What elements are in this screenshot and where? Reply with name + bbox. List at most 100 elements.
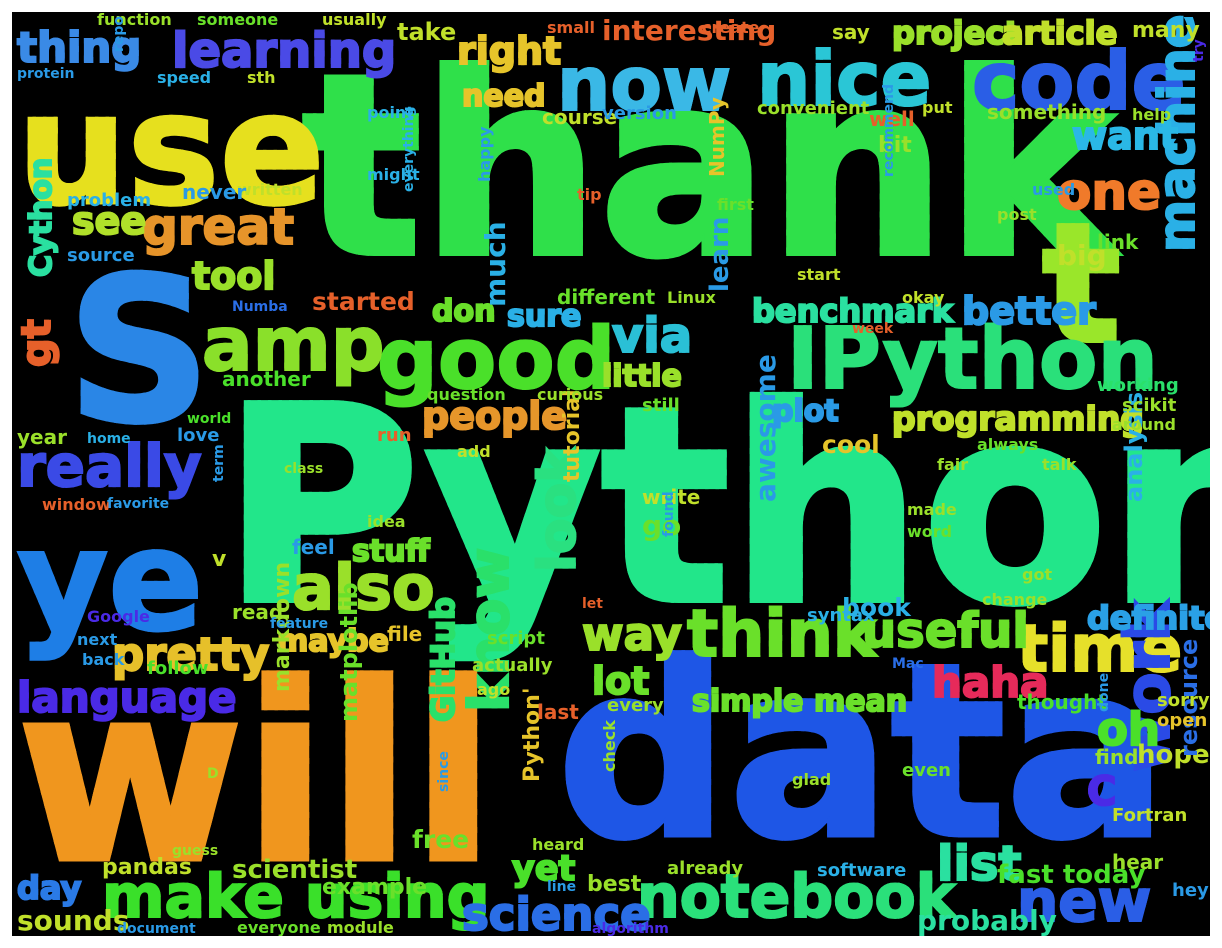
word-pandas: pandas [102,855,192,880]
word-open: open [1157,710,1208,731]
word-need: need [461,79,547,114]
word-sounds: sounds [17,904,130,936]
word-book: book [842,593,911,622]
word-d: D [207,766,219,782]
word-time: time [1016,612,1183,687]
word-free: free [412,825,470,854]
word-hear: hear [1112,850,1164,874]
word-little: little [601,359,683,394]
word-plot: plot [771,394,840,429]
word-matplotlib: matplotlib [335,582,363,722]
word-benchmark: benchmark [751,292,954,330]
word-word: word [907,522,953,541]
word-oh: oh [1096,703,1161,756]
word-create: create [702,18,760,37]
word-something: something [987,100,1107,124]
word-since: since [436,751,452,792]
word-script: script [487,628,545,649]
word-found: found [661,491,677,537]
word-working: working [1097,375,1179,396]
word-protein: protein [17,66,75,82]
word-module: module [327,918,394,936]
word-back: back [82,650,125,669]
word-github: GitHub [423,596,463,723]
word-code: code [971,35,1187,128]
word-good: good [376,310,616,409]
word-class: class [284,461,324,477]
word-add: add [457,442,491,461]
word-algorithm: algorithm [592,921,669,936]
word-sorry: sorry [1157,690,1210,711]
word-cool: cool [822,430,880,459]
word-via: via [611,308,693,364]
word-simple-mean: simple mean [691,684,908,719]
word-take: take [397,18,457,46]
word-useful: useful [861,603,1030,659]
word-link: link [1097,230,1139,254]
word-problem: problem [67,190,152,211]
word-probably: probably [917,904,1057,936]
word-favorite: favorite [107,496,170,512]
word-many: many [1132,18,1200,43]
word-definitely: definitely [1086,601,1210,635]
word-help: help [1132,105,1172,124]
word-new: new [1016,867,1152,935]
word-everyone: everyone [237,918,321,936]
word-got: got [1022,565,1053,584]
word-week: week [852,321,894,337]
word-software: software [817,860,907,881]
word-maybe: maybe [276,624,390,659]
word-t: t [1040,188,1123,380]
word-year: year [17,425,67,449]
word-thought: thought [1017,690,1107,714]
word-really: really [16,432,203,500]
word-last: last [537,700,579,724]
word-say: say [832,20,870,44]
word-use: use [16,59,327,240]
word-love: love [177,425,220,446]
word-big: big [1057,239,1107,272]
word-scientist: scientist [232,855,358,885]
word-one: one [1056,163,1162,221]
word-guess: guess [172,843,219,859]
word-small: small [547,18,595,37]
word-awesome: awesome [749,354,782,502]
word-repo: repo [111,15,127,52]
word-another: another [222,367,311,391]
word-change: change [982,590,1048,609]
word-world: world [187,411,232,427]
word-window: window [42,495,111,514]
word-stuff: stuff [351,534,431,569]
word-day: day [16,869,82,907]
word-data: data [554,612,1169,892]
word-different: different [557,285,656,309]
word-make-using: make using [101,862,491,932]
word-yet: yet [511,849,576,889]
word-talk: talk [1042,455,1077,474]
word-sure: sure [506,299,582,334]
word-best: best [587,872,642,897]
word-tool: tool [191,254,276,298]
word-home: home [87,431,131,447]
word-around: around [1112,415,1176,434]
word-run: run [377,425,412,446]
word-bit: bit [878,133,912,158]
word-numpy: NumPy [705,97,729,177]
word-find: find [1095,745,1139,769]
word-also: also [291,551,436,624]
word-interesting: interesting [602,14,777,47]
word-function: function [97,12,172,29]
word-fair: fair [937,455,969,474]
word-see: see [71,199,147,243]
word-notebook: notebook [636,862,957,932]
word-heard: heard [532,835,585,854]
word-happy: happy [475,126,494,182]
word-curious: curious [537,385,604,404]
word-put: put [922,98,953,117]
word-gt: gt [13,318,61,368]
word-nice: nice [756,35,932,123]
word-post: post [997,205,1037,224]
word-convenient: convenient [757,98,870,119]
word-done: done [1096,672,1112,712]
